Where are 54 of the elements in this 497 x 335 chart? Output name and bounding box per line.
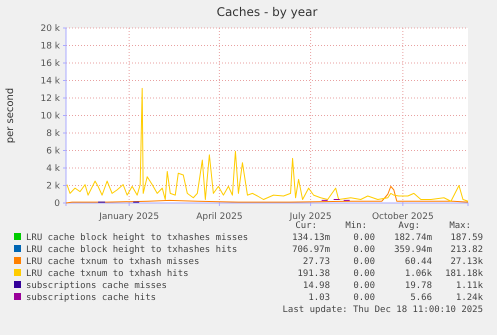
text: Cur: <box>295 221 317 231</box>
chart-title: Caches - by year <box>216 5 318 19</box>
x-tick-label: October 2025 <box>372 212 434 222</box>
text: 1.24k <box>456 293 484 303</box>
y-tick-label: 14 k <box>40 76 61 86</box>
legend-label: LRU cache block height to txhashes hits <box>26 245 238 255</box>
y-tick-label: 20 k <box>40 24 61 34</box>
legend-label: LRU cache block height to txhashes misses <box>26 233 248 243</box>
text: 27.73 <box>302 257 330 267</box>
text: 182.74m <box>394 233 432 243</box>
text: 19.78 <box>404 281 432 291</box>
text: 706.97m <box>292 245 330 255</box>
legend-label: subscriptions cache hits <box>26 293 156 303</box>
y-tick-label: 0 <box>54 198 60 209</box>
y-tick-label: 8 k <box>46 128 61 139</box>
y-tick-label: 12 k <box>40 94 61 104</box>
x-tick-label: July 2025 <box>288 212 332 222</box>
text: 187.59 <box>450 233 483 243</box>
text: 0.00 <box>353 257 375 267</box>
text: Min: <box>345 221 367 231</box>
legend-label: LRU cache txnum to txhash misses <box>26 257 200 267</box>
text: 191.38 <box>297 269 330 279</box>
text: 0.00 <box>353 233 375 243</box>
text: 359.94m <box>394 245 432 255</box>
text: 5.66 <box>410 293 432 303</box>
line-series <box>66 186 468 204</box>
y-tick-label: 18 k <box>40 41 61 52</box>
y-tick-label: 4 k <box>46 164 61 174</box>
text: Max: <box>449 221 471 231</box>
legend-label: subscriptions cache misses <box>26 281 167 291</box>
text: 14.98 <box>302 281 330 291</box>
x-tick-label: April 2025 <box>196 212 243 222</box>
y-tick-label: 16 k <box>40 58 61 69</box>
y-tick-label: 2 k <box>46 181 61 192</box>
text: 1.11k <box>456 281 484 291</box>
text: 1.03 <box>308 293 330 303</box>
line-series <box>66 88 468 202</box>
y-axis-title: per second <box>5 88 16 144</box>
text: 60.44 <box>404 257 432 267</box>
text: 134.13m <box>292 233 330 243</box>
legend-label: LRU cache txnum to txhash hits <box>26 269 189 279</box>
text: 213.82 <box>450 245 483 255</box>
text: 181.18k <box>445 269 484 279</box>
text: Avg: <box>398 221 420 231</box>
text: 27.13k <box>450 257 484 267</box>
text: 0.00 <box>353 245 375 255</box>
y-tick-label: 6 k <box>46 146 61 156</box>
text: 0.00 <box>353 293 375 303</box>
text: Last update: Thu Dec 18 11:00:10 2025 <box>282 305 483 315</box>
y-tick-label: 10 k <box>40 111 61 122</box>
x-tick-label: January 2025 <box>98 212 160 222</box>
text: 1.06k <box>404 269 433 279</box>
text: 0.00 <box>353 269 375 279</box>
text: 0.00 <box>353 281 375 291</box>
